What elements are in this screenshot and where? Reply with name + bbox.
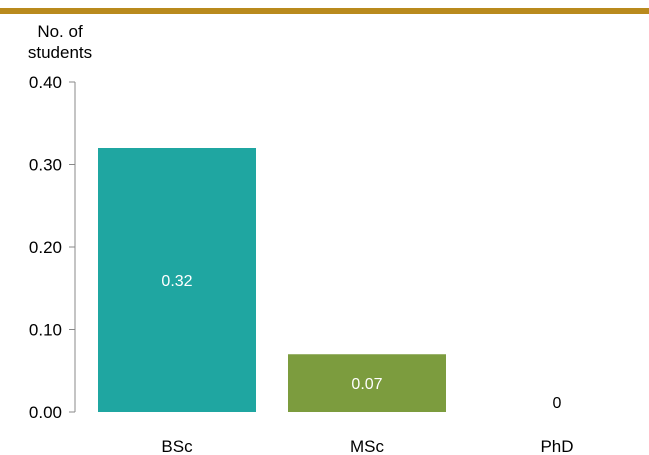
y-tick-label: 0.00 bbox=[29, 403, 62, 422]
title-fragment: g bbox=[52, 0, 65, 12]
y-axis-label: No. of students bbox=[28, 22, 92, 62]
y-axis-label-line-1: No. of bbox=[37, 22, 83, 41]
y-tick-label: 0.10 bbox=[29, 321, 62, 340]
title-banner: g bbox=[0, 0, 649, 14]
bars: 0.32 0.07 0 bbox=[98, 148, 562, 412]
y-tick-label: 0.40 bbox=[29, 73, 62, 92]
category-label-msc: MSc bbox=[350, 437, 385, 455]
category-label-bsc: BSc bbox=[161, 437, 193, 455]
category-labels: BSc MSc PhD bbox=[161, 437, 573, 455]
data-label-msc: 0.07 bbox=[351, 376, 382, 393]
y-axis-label-line-2: students bbox=[28, 43, 92, 62]
y-tick-label: 0.20 bbox=[29, 238, 62, 257]
bar-msc bbox=[288, 354, 446, 412]
bar-bsc bbox=[98, 148, 256, 412]
data-label-phd: 0 bbox=[553, 395, 562, 412]
category-label-phd: PhD bbox=[540, 437, 573, 455]
y-axis-ticks: 0.00 0.10 0.20 0.30 0.40 bbox=[29, 73, 75, 422]
data-label-bsc: 0.32 bbox=[161, 273, 192, 290]
y-tick-label: 0.30 bbox=[29, 156, 62, 175]
